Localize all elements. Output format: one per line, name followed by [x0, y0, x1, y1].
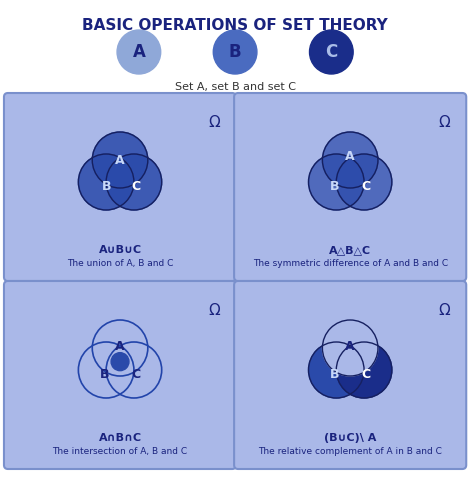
- Text: BASIC OPERATIONS OF SET THEORY: BASIC OPERATIONS OF SET THEORY: [82, 18, 388, 33]
- Text: A△B△C: A△B△C: [329, 245, 371, 255]
- FancyBboxPatch shape: [234, 281, 466, 469]
- Text: A∪B∪C: A∪B∪C: [99, 245, 142, 255]
- Circle shape: [336, 342, 392, 398]
- Text: B: B: [329, 368, 339, 380]
- Text: Ω: Ω: [209, 115, 220, 130]
- Text: C: C: [362, 180, 371, 192]
- Text: B: B: [329, 180, 339, 192]
- Text: A: A: [115, 154, 125, 166]
- Text: A: A: [132, 43, 146, 61]
- Text: Ω: Ω: [438, 115, 450, 130]
- Circle shape: [213, 30, 257, 74]
- Circle shape: [310, 30, 353, 74]
- Text: (B∪C)\ A: (B∪C)\ A: [324, 433, 376, 443]
- Circle shape: [309, 154, 364, 210]
- Circle shape: [309, 154, 364, 210]
- Text: Ω: Ω: [209, 303, 220, 318]
- Circle shape: [92, 320, 148, 376]
- Text: B: B: [100, 368, 109, 380]
- Circle shape: [117, 30, 161, 74]
- Text: Set A, set B and set C: Set A, set B and set C: [174, 82, 296, 92]
- Text: B: B: [101, 180, 111, 192]
- Text: C: C: [362, 368, 371, 380]
- Circle shape: [78, 342, 134, 398]
- Text: A: A: [346, 150, 355, 162]
- Circle shape: [336, 154, 392, 210]
- Text: A: A: [346, 339, 355, 352]
- FancyBboxPatch shape: [234, 93, 466, 281]
- Circle shape: [106, 154, 162, 210]
- Text: C: C: [131, 180, 140, 192]
- Text: A: A: [115, 339, 125, 352]
- Circle shape: [309, 342, 364, 398]
- FancyBboxPatch shape: [4, 281, 236, 469]
- Circle shape: [78, 154, 134, 210]
- Circle shape: [111, 353, 129, 370]
- Text: The union of A, B and C: The union of A, B and C: [67, 259, 173, 268]
- Text: B: B: [229, 43, 241, 61]
- Text: The intersection of A, B and C: The intersection of A, B and C: [53, 447, 188, 456]
- Circle shape: [322, 320, 378, 376]
- Circle shape: [322, 132, 378, 188]
- Text: The symmetric difference of A and B and C: The symmetric difference of A and B and …: [253, 259, 448, 268]
- Circle shape: [92, 132, 148, 188]
- Circle shape: [336, 154, 392, 210]
- Text: A∩B∩C: A∩B∩C: [99, 433, 142, 443]
- Text: The relative complement of A in B and C: The relative complement of A in B and C: [258, 447, 442, 456]
- FancyBboxPatch shape: [4, 93, 236, 281]
- Text: C: C: [131, 368, 140, 380]
- Circle shape: [106, 342, 162, 398]
- Text: Ω: Ω: [438, 303, 450, 318]
- Circle shape: [322, 132, 378, 188]
- Text: C: C: [325, 43, 337, 61]
